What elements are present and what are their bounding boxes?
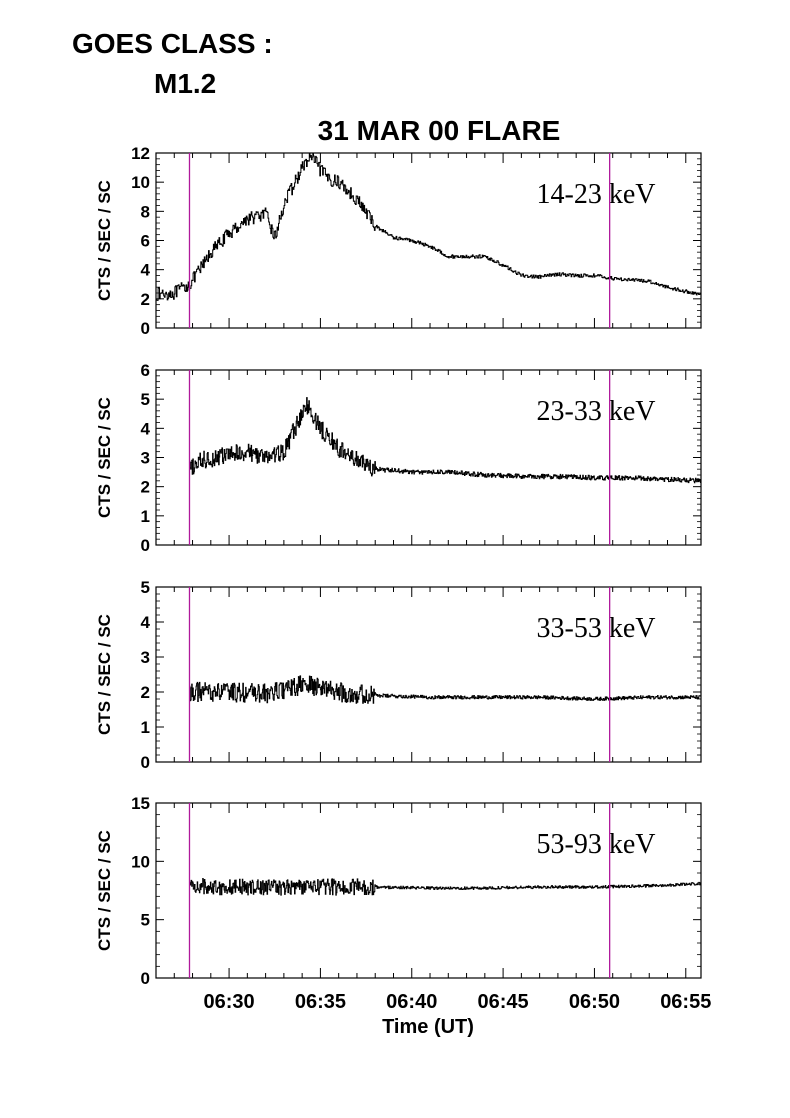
series-label: 53-93 keV	[537, 829, 656, 860]
panel-2: 0 1 2 3 4 5 6 CTS / SEC / SC 23-33 keV	[95, 361, 702, 555]
y-tick-label: 2	[141, 290, 150, 309]
series-line	[189, 397, 702, 484]
x-tick-label: 06:40	[386, 991, 437, 1013]
y-axis-label: CTS / SEC / SC	[95, 180, 114, 301]
series-line	[156, 152, 702, 301]
y-tick-label: 0	[141, 969, 150, 988]
y-tick-label: 3	[141, 449, 150, 468]
x-tick-label: 06:30	[203, 991, 254, 1013]
y-tick-label: 8	[141, 202, 150, 221]
y-tick-label: 3	[141, 648, 150, 667]
series-line	[189, 878, 702, 896]
series-line	[189, 675, 702, 704]
x-tick-label: 06:45	[478, 991, 529, 1013]
y-tick-label: 15	[131, 794, 150, 813]
goes-class-value: M1.2	[154, 68, 217, 99]
y-tick-label: 6	[141, 361, 150, 380]
goes-class-label: GOES CLASS :	[72, 28, 273, 59]
y-tick-label: 5	[141, 578, 150, 597]
series-label: 23-33 keV	[537, 396, 656, 427]
y-tick-label: 1	[141, 507, 150, 526]
panel-frame	[155, 802, 702, 979]
panel-1: 0 2 4 6 8 10 12 CTS / SEC / SC 14-23 keV	[95, 144, 702, 338]
y-tick-label: 5	[141, 911, 150, 930]
y-axis-label: CTS / SEC / SC	[95, 614, 114, 735]
x-tick-label: 06:55	[660, 991, 711, 1013]
series-label: 14-23 keV	[537, 179, 656, 210]
x-axis-label: Time (UT)	[382, 1016, 474, 1038]
panel-4: 0 5 10 15 CTS / SEC / SC 53-93 keV	[95, 794, 702, 988]
y-axis-label: CTS / SEC / SC	[95, 830, 114, 951]
y-tick-label: 5	[141, 390, 150, 409]
y-axis-label: CTS / SEC / SC	[95, 397, 114, 518]
series-label: 33-53 keV	[537, 613, 656, 644]
y-tick-label: 12	[131, 144, 150, 163]
panel-frame	[155, 586, 702, 763]
y-tick-label: 10	[131, 852, 150, 871]
x-tick-label: 06:35	[295, 991, 346, 1013]
y-tick-label: 4	[141, 261, 151, 280]
y-tick-label: 10	[131, 173, 150, 192]
y-tick-label: 0	[141, 319, 150, 338]
x-tick-label: 06:50	[569, 991, 620, 1013]
y-tick-label: 0	[141, 753, 150, 772]
chart-title: 31 MAR 00 FLARE	[318, 115, 561, 146]
y-tick-label: 6	[141, 232, 150, 251]
y-tick-label: 1	[141, 718, 150, 737]
y-tick-label: 0	[141, 536, 150, 555]
y-tick-label: 4	[141, 613, 151, 632]
y-tick-label: 4	[141, 419, 151, 438]
panel-3: 0 1 2 3 4 5 CTS / SEC / SC 33-53 keV	[95, 578, 702, 772]
y-tick-label: 2	[141, 478, 150, 497]
y-tick-label: 2	[141, 683, 150, 702]
